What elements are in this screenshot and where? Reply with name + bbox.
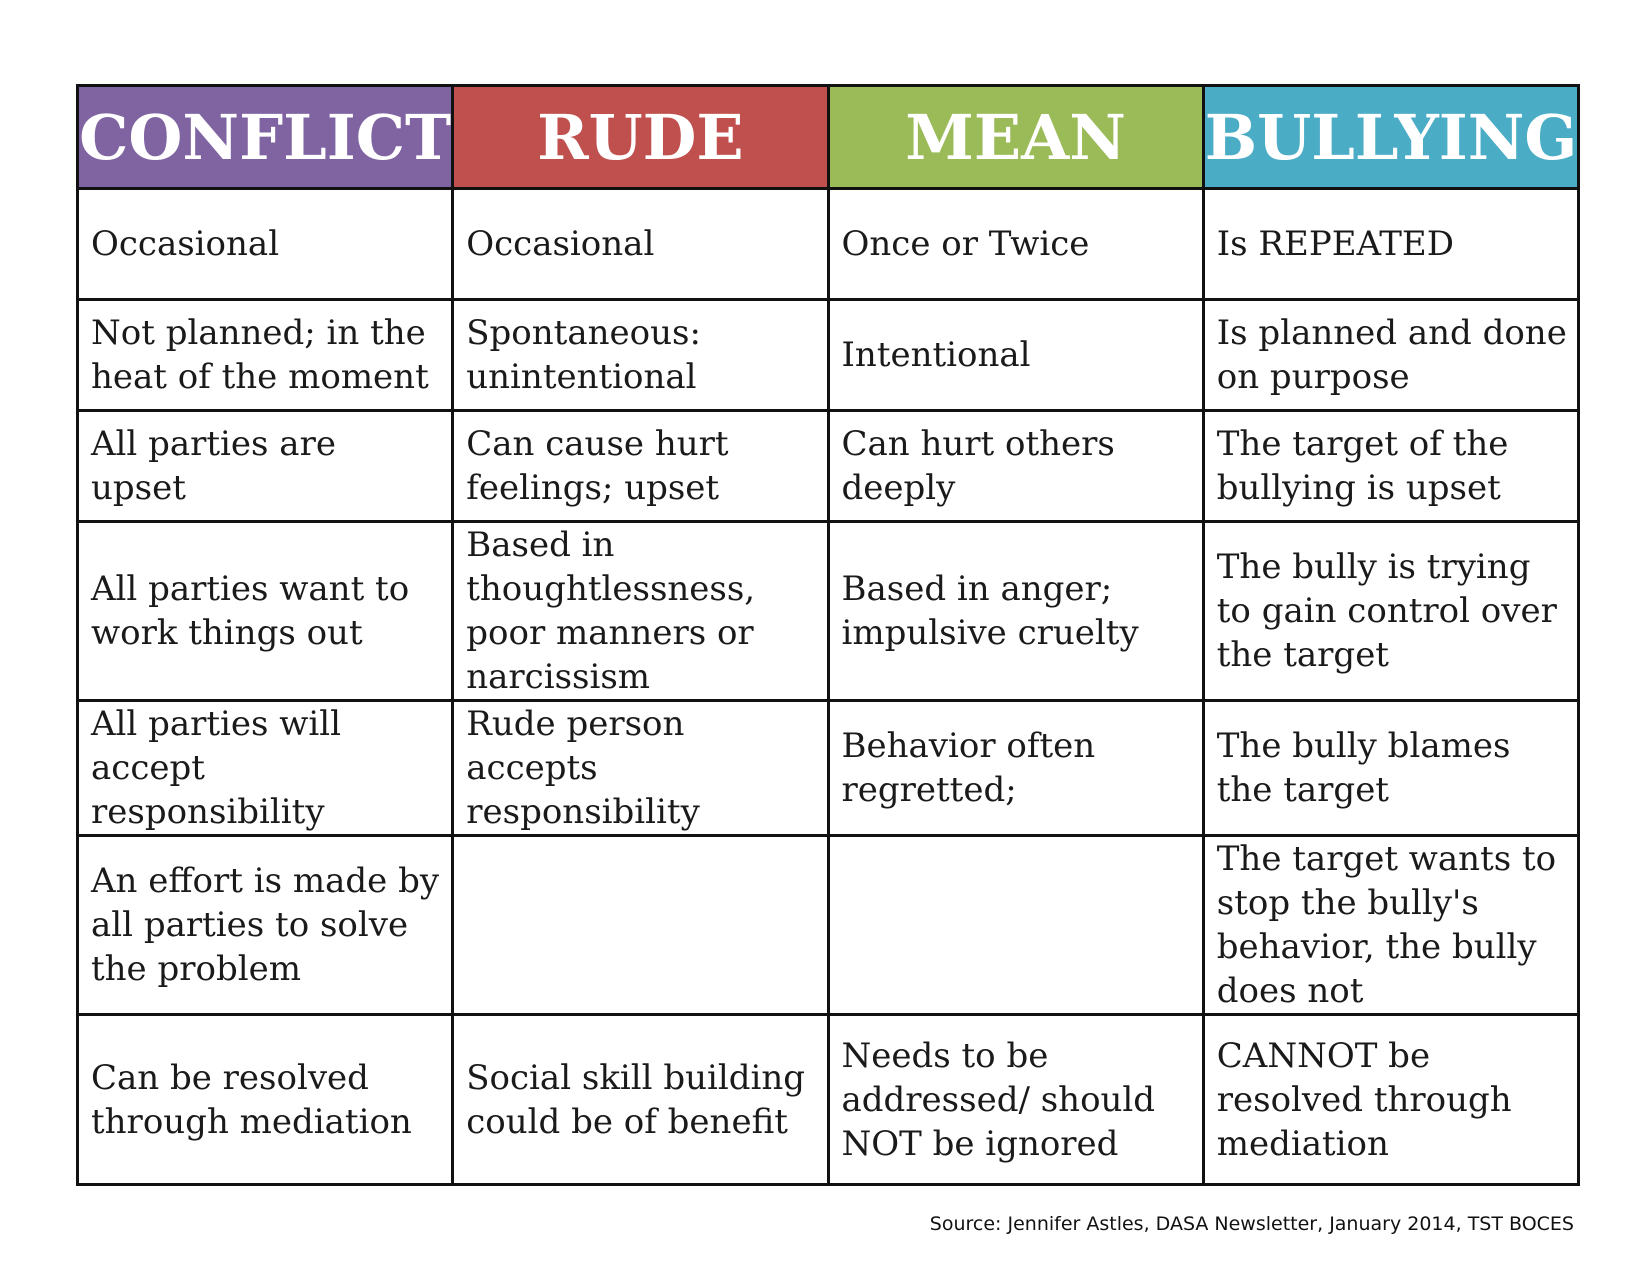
table-row: All parties are upset Can cause hurt fee… (75, 409, 1581, 523)
table-cell: The bully is trying to gain control over… (1201, 520, 1581, 702)
table-cell: Rude person accepts responsibility (451, 699, 830, 837)
table-cell: Can hurt others deeply (826, 409, 1205, 523)
table-cell: Spontaneous: unintentional (451, 298, 830, 412)
table-cell: Can be resolved through mediation (75, 1013, 455, 1186)
table-cell: Social skill building could be of benefi… (451, 1013, 830, 1186)
table-cell: The bully blames the target (1201, 699, 1581, 837)
table-row: All parties will accept responsibility R… (75, 699, 1581, 837)
table-cell: Behavior often regretted; (826, 699, 1205, 837)
source-citation: Source: Jennifer Astles, DASA Newsletter… (929, 1213, 1574, 1235)
table-cell (826, 834, 1205, 1016)
table-cell: Can cause hurt feelings; upset (451, 409, 830, 523)
table-cell: Based in thoughtlessness, poor manners o… (451, 520, 830, 702)
table-cell: An effort is made by all parties to solv… (75, 834, 455, 1016)
header-bullying: BULLYING (1201, 84, 1581, 190)
table-cell: Is planned and done on purpose (1201, 298, 1581, 412)
table-cell: CANNOT be resolved through mediation (1201, 1013, 1581, 1186)
header-conflict: CONFLICT (75, 84, 455, 190)
header-mean: MEAN (826, 84, 1205, 190)
table-cell: All parties are upset (75, 409, 455, 523)
table-cell: All parties want to work things out (75, 520, 455, 702)
table-cell: Occasional (451, 187, 830, 301)
table-cell: Intentional (826, 298, 1205, 412)
table-cell: The target wants to stop the bully's beh… (1201, 834, 1581, 1016)
table-cell: Needs to be addressed/ should NOT be ign… (826, 1013, 1205, 1186)
table-row: Can be resolved through mediation Social… (75, 1013, 1581, 1186)
header-rude: RUDE (451, 84, 830, 190)
table-cell: The target of the bullying is upset (1201, 409, 1581, 523)
table-row: Occasional Occasional Once or Twice Is R… (75, 187, 1581, 301)
table-row: All parties want to work things out Base… (75, 520, 1581, 702)
table-cell: Occasional (75, 187, 455, 301)
table-cell: Not planned; in the heat of the moment (75, 298, 455, 412)
table-cell: Once or Twice (826, 187, 1205, 301)
table-row: Not planned; in the heat of the moment S… (75, 298, 1581, 412)
header-row: CONFLICT RUDE MEAN BULLYING (75, 84, 1581, 190)
table-cell: Based in anger; impulsive cruelty (826, 520, 1205, 702)
table-cell: All parties will accept responsibility (75, 699, 455, 837)
table-cell (451, 834, 830, 1016)
comparison-table: CONFLICT RUDE MEAN BULLYING Occasional O… (75, 84, 1581, 1186)
table-row: An effort is made by all parties to solv… (75, 834, 1581, 1016)
table-cell: Is REPEATED (1201, 187, 1581, 301)
